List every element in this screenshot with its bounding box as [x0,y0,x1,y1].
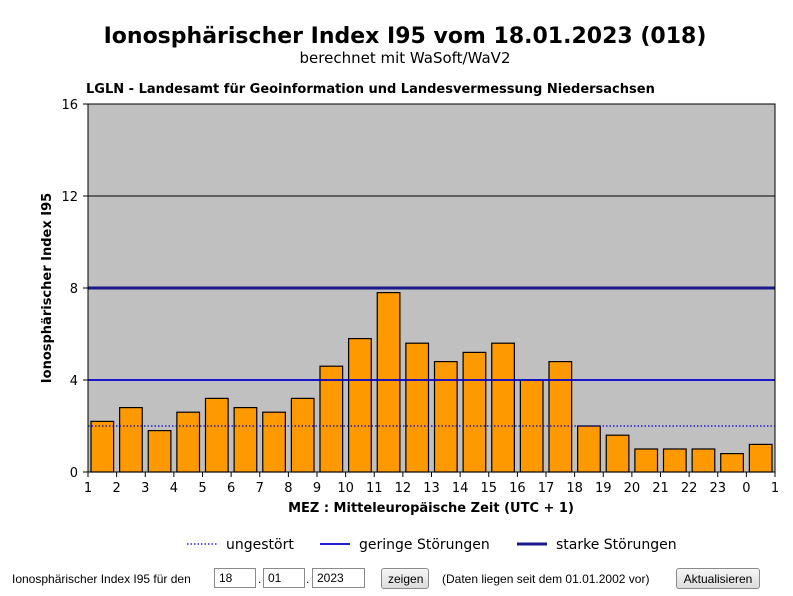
bar [204,397,229,473]
month-input[interactable] [263,568,305,588]
x-tick-label: 20 [624,481,641,496]
bar [90,420,115,473]
x-tick-label: 1 [771,481,779,496]
bar [605,434,630,473]
date-form: Ionosphärischer Index I95 für den . . ze… [0,566,793,592]
chart-source: LGLN - Landesamt für Geoinformation und … [86,82,655,97]
data-availability-note: (Daten liegen seit dem 01.01.2002 vor) [442,572,650,586]
form-label: Ionosphärischer Index I95 für den [12,572,191,586]
x-tick-label: 1 [84,481,92,496]
bar [720,453,744,473]
bar [548,361,573,473]
date-separator: . [258,572,262,586]
y-tick-label: 4 [70,374,78,389]
x-tick-label: 19 [595,481,612,496]
x-tick-label: 14 [452,481,469,496]
bar [634,448,659,473]
y-tick-label: 16 [61,98,78,113]
x-tick-label: 12 [395,481,412,496]
legend-label: starke Störungen [556,537,677,553]
legend-label: ungestört [226,537,294,553]
bar [262,411,286,473]
x-tick-label: 11 [366,481,383,496]
x-tick-label: 7 [256,481,264,496]
x-tick-label: 10 [337,481,354,496]
x-tick-label: 22 [681,481,698,496]
year-input[interactable] [312,568,365,588]
x-tick-label: 3 [141,481,149,496]
bar [491,342,515,473]
chart-subtitle: berechnet mit WaSoft/WaV2 [300,49,511,67]
bar [462,351,487,473]
show-button[interactable]: zeigen [381,568,429,589]
y-tick-label: 12 [61,190,78,205]
x-tick-label: 6 [227,481,235,496]
x-tick-label: 21 [652,481,669,496]
refresh-button[interactable]: Aktualisieren [676,568,760,589]
y-tick-label: 0 [70,466,78,481]
legend: ungestört geringe Störungen starke Störung… [187,537,677,553]
bar [405,342,430,473]
x-tick-label: 17 [538,481,555,496]
date-separator: . [306,572,310,586]
bar [147,430,172,473]
x-tick-label: 5 [198,481,206,496]
x-axis-label: MEZ : Mitteleuropäische Zeit (UTC + 1) [288,501,574,516]
legend-label: geringe Störungen [359,537,490,553]
bar [691,448,716,473]
y-tick-label: 8 [70,282,78,297]
bar [119,407,143,473]
x-tick-label: 15 [480,481,497,496]
x-tick-label: 4 [170,481,178,496]
bar [319,365,344,473]
x-tick-label: 13 [423,481,440,496]
x-tick-label: 8 [284,481,292,496]
bar [348,338,372,473]
x-tick-label: 2 [112,481,120,496]
bar [290,397,315,473]
bar [577,425,601,473]
bar [233,407,258,473]
bar [433,361,458,473]
bar [176,411,201,473]
chart-canvas: Ionosphärischer Index I95 vom 18.01.2023… [40,24,779,553]
bar [748,443,773,473]
chart-title: Ionosphärischer Index I95 vom 18.01.2023… [104,24,707,49]
x-tick-label: 16 [509,481,526,496]
x-tick-label: 18 [566,481,583,496]
reference-lines [88,286,775,427]
x-tick-label: 0 [742,481,750,496]
x-tick-label: 9 [313,481,321,496]
bar [662,448,687,473]
y-axis-label: Ionosphärischer Index I95 [40,193,55,383]
bar [376,292,401,473]
day-input[interactable] [214,568,256,588]
x-tick-label: 23 [709,481,726,496]
bar-series [90,292,773,473]
